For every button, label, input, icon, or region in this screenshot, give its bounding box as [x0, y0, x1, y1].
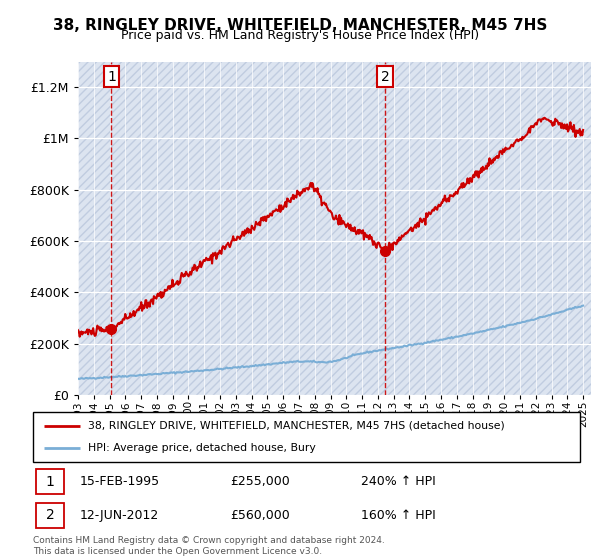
- Text: 2: 2: [380, 70, 389, 84]
- Text: 1: 1: [46, 475, 55, 489]
- Text: 15-FEB-1995: 15-FEB-1995: [80, 475, 160, 488]
- FancyBboxPatch shape: [78, 62, 591, 395]
- Text: 160% ↑ HPI: 160% ↑ HPI: [361, 509, 436, 522]
- FancyBboxPatch shape: [33, 412, 580, 462]
- FancyBboxPatch shape: [36, 469, 64, 494]
- Text: 1: 1: [107, 70, 116, 84]
- Text: HPI: Average price, detached house, Bury: HPI: Average price, detached house, Bury: [88, 443, 316, 453]
- Text: 2: 2: [46, 508, 55, 522]
- Text: Contains HM Land Registry data © Crown copyright and database right 2024.
This d: Contains HM Land Registry data © Crown c…: [33, 536, 385, 556]
- Text: Price paid vs. HM Land Registry's House Price Index (HPI): Price paid vs. HM Land Registry's House …: [121, 29, 479, 42]
- Text: £255,000: £255,000: [230, 475, 290, 488]
- Text: 240% ↑ HPI: 240% ↑ HPI: [361, 475, 436, 488]
- FancyBboxPatch shape: [36, 503, 64, 528]
- Text: £560,000: £560,000: [230, 509, 290, 522]
- Text: 38, RINGLEY DRIVE, WHITEFIELD, MANCHESTER, M45 7HS (detached house): 38, RINGLEY DRIVE, WHITEFIELD, MANCHESTE…: [88, 421, 505, 431]
- Text: 38, RINGLEY DRIVE, WHITEFIELD, MANCHESTER, M45 7HS: 38, RINGLEY DRIVE, WHITEFIELD, MANCHESTE…: [53, 18, 547, 33]
- Text: 12-JUN-2012: 12-JUN-2012: [80, 509, 159, 522]
